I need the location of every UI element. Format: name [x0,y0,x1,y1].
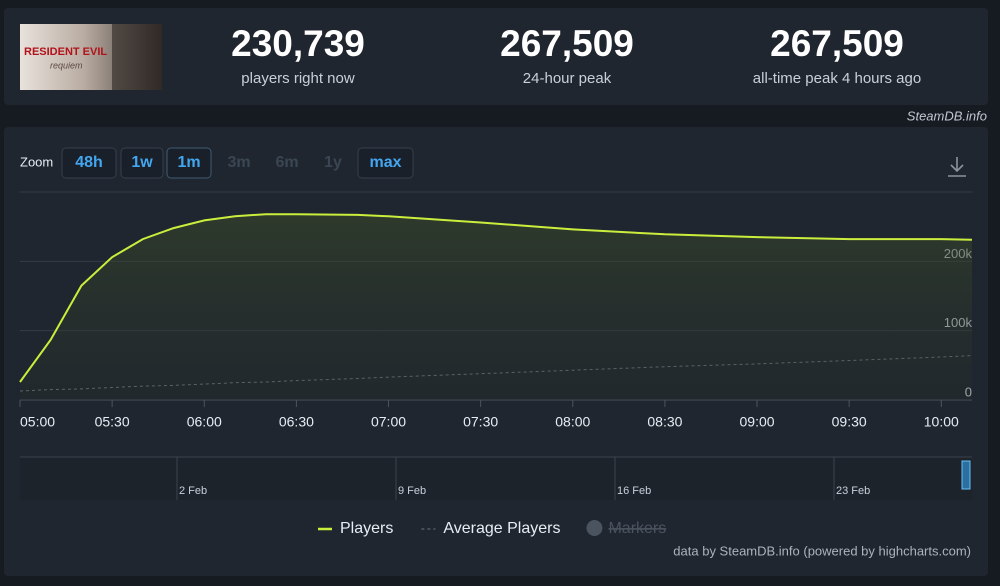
stat-label: 24-hour peak [523,70,612,87]
zoom-button-label[interactable]: 48h [75,154,103,171]
x-tick-label: 08:00 [555,414,590,430]
image-title: RESIDENT EVIL [24,46,107,58]
x-tick-label: 10:00 [924,414,959,430]
legend-label[interactable]: Players [340,520,393,537]
navigator-label: 9 Feb [398,485,426,497]
source: SteamDB.info [907,108,987,123]
zoom-button-label[interactable]: max [369,154,401,171]
stat-label: all-time peak 4 hours ago [753,70,921,87]
legend-label[interactable]: Markers [608,520,666,537]
series-line [19,213,973,383]
download-icon[interactable] [948,157,966,177]
stat-value: 230,739 [231,23,365,64]
x-tick-label: 06:30 [279,414,314,430]
x-tick-label: 05:30 [95,414,130,430]
legend-symbol [586,520,603,536]
navigator-handle[interactable] [961,460,971,490]
navigator-label: 23 Feb [836,485,870,497]
stats: 230,739 players right now 267,509 24-hour p… [231,23,921,87]
navigator [20,457,972,500]
zoom-button-label: 1y [324,154,342,171]
x-tick-label: 09:30 [832,414,867,430]
navigator-label: 2 Feb [179,485,207,497]
x-tick-label: 07:30 [463,414,498,430]
stat-label: players right now [241,70,355,87]
image-shade [112,24,162,90]
credits: data by SteamDB.info (powered by highcha… [673,543,971,558]
zoom-button-label[interactable]: 1w [131,154,153,171]
navigator-label: 16 Feb [617,485,651,497]
zoom-button-label: 3m [227,154,250,171]
zoom-button[interactable] [120,147,164,179]
zoom-button[interactable] [61,147,117,179]
zoom-button[interactable] [166,147,212,179]
stat-value: 267,509 [500,23,634,64]
x-tick-label: 09:00 [740,414,775,430]
x-tick-label: 08:30 [647,414,682,430]
zoom-button-label: 6m [275,154,298,171]
x-tick-label: 07:00 [371,414,406,430]
stats-panel [4,8,988,105]
x-tick-label: 06:00 [187,414,222,430]
zoom-button[interactable] [357,147,414,179]
zoom-button-label[interactable]: 1m [177,154,200,171]
legend-label[interactable]: Average Players [443,520,560,537]
zoom-label: Zoom [20,154,53,169]
stat-value: 267,509 [770,23,904,64]
image-subtitle: requiem [50,60,83,70]
area [20,214,972,400]
x-tick-label: 05:00 [20,414,55,430]
